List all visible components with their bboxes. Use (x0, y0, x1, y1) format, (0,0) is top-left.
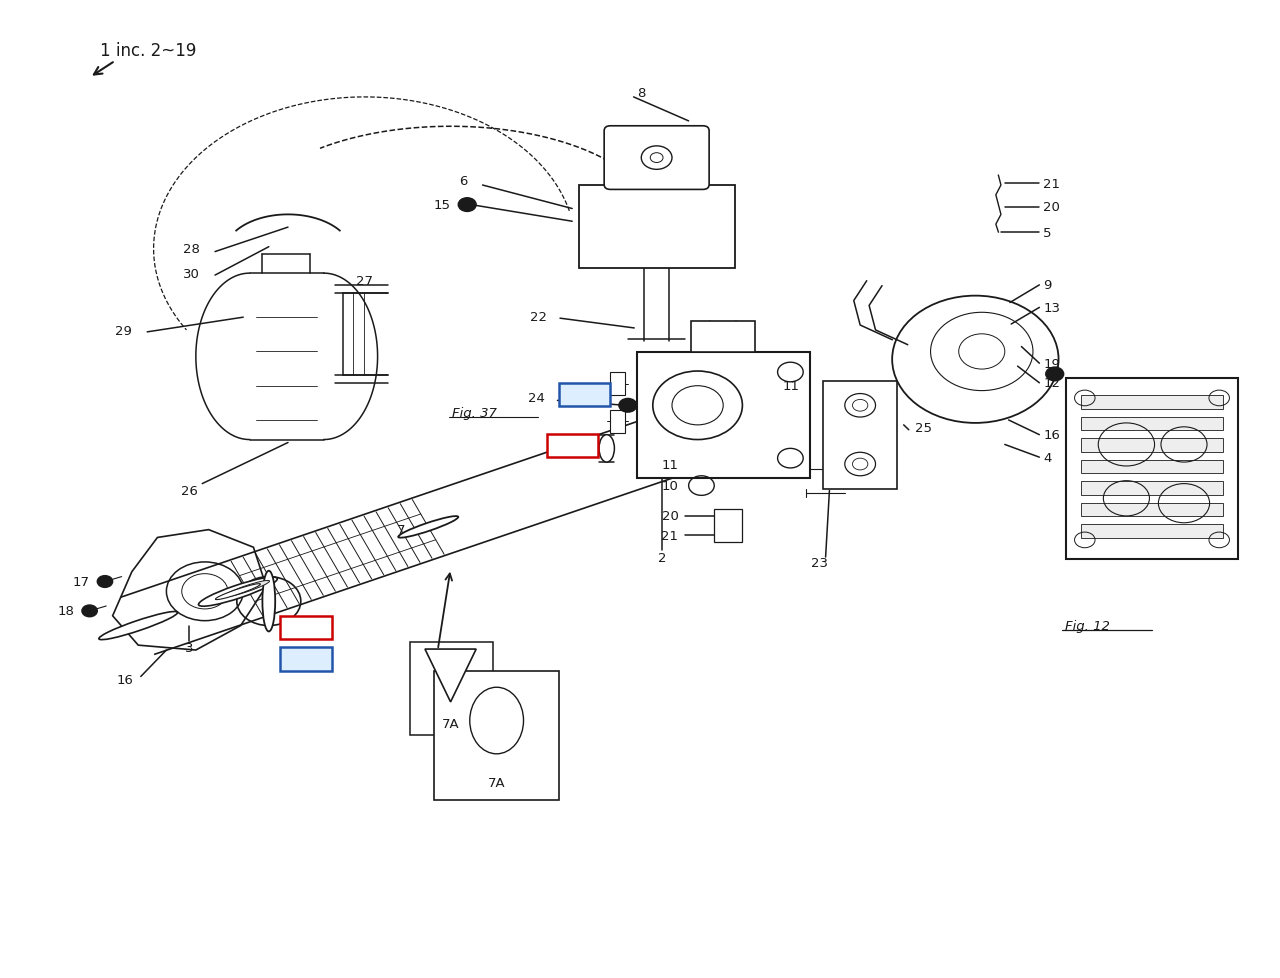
FancyBboxPatch shape (1080, 418, 1224, 430)
FancyBboxPatch shape (1080, 439, 1224, 453)
Text: 14: 14 (576, 388, 593, 402)
FancyBboxPatch shape (604, 127, 709, 190)
Text: 4: 4 (1043, 451, 1052, 465)
FancyBboxPatch shape (579, 186, 735, 268)
Text: 2: 2 (658, 551, 666, 564)
FancyBboxPatch shape (823, 381, 897, 489)
Ellipse shape (599, 435, 614, 463)
Text: 28: 28 (183, 243, 200, 256)
Text: 7B: 7B (563, 439, 581, 453)
Text: 17: 17 (73, 575, 90, 589)
Text: 22: 22 (530, 310, 548, 324)
Text: 25: 25 (915, 422, 932, 435)
Circle shape (618, 399, 637, 413)
Text: 11: 11 (662, 458, 678, 471)
Text: 30: 30 (183, 267, 200, 281)
Circle shape (458, 199, 476, 212)
Text: 7B: 7B (297, 621, 315, 635)
Text: 13: 13 (1043, 301, 1060, 315)
Text: 3: 3 (186, 641, 193, 654)
Text: Fig. 12: Fig. 12 (1065, 619, 1110, 633)
Text: 11: 11 (782, 379, 799, 393)
Text: 12: 12 (1043, 377, 1060, 390)
Text: 1 inc. 2~19: 1 inc. 2~19 (100, 42, 196, 60)
Text: 21: 21 (1043, 177, 1060, 191)
Text: 8: 8 (637, 86, 646, 100)
Text: Fig. 37: Fig. 37 (452, 406, 497, 420)
Text: 10: 10 (662, 479, 678, 493)
Circle shape (97, 576, 113, 588)
Text: 7A: 7A (442, 717, 460, 731)
FancyBboxPatch shape (1080, 524, 1224, 538)
FancyBboxPatch shape (280, 647, 332, 671)
Text: 21: 21 (662, 529, 678, 543)
Text: 6: 6 (458, 174, 467, 188)
FancyBboxPatch shape (1080, 482, 1224, 495)
Ellipse shape (99, 612, 178, 640)
FancyBboxPatch shape (547, 434, 598, 458)
FancyBboxPatch shape (1065, 379, 1239, 559)
Text: 15: 15 (434, 199, 451, 212)
FancyBboxPatch shape (1080, 395, 1224, 409)
Text: 19: 19 (1043, 357, 1060, 371)
Text: 26: 26 (180, 484, 198, 498)
Ellipse shape (262, 571, 275, 632)
FancyBboxPatch shape (1080, 461, 1224, 473)
Text: 24: 24 (527, 391, 544, 405)
Text: 23: 23 (810, 556, 828, 570)
Ellipse shape (215, 584, 260, 600)
Circle shape (1046, 368, 1064, 381)
Text: 20: 20 (1043, 200, 1060, 214)
FancyBboxPatch shape (714, 510, 742, 543)
FancyBboxPatch shape (434, 671, 559, 800)
Text: 29: 29 (115, 325, 132, 338)
FancyBboxPatch shape (1080, 503, 1224, 516)
Text: 14: 14 (297, 652, 315, 666)
Circle shape (82, 605, 97, 617)
Text: 16: 16 (116, 673, 134, 687)
Ellipse shape (224, 581, 270, 597)
Text: 20: 20 (662, 510, 678, 523)
FancyBboxPatch shape (280, 616, 332, 640)
Polygon shape (425, 649, 476, 702)
Text: 7: 7 (397, 523, 406, 537)
FancyBboxPatch shape (691, 322, 755, 353)
FancyBboxPatch shape (609, 373, 625, 396)
FancyBboxPatch shape (609, 410, 625, 433)
Text: 27: 27 (356, 275, 374, 289)
Ellipse shape (198, 577, 278, 606)
Text: 18: 18 (58, 604, 74, 618)
Ellipse shape (470, 688, 524, 754)
Text: 16: 16 (1043, 428, 1060, 442)
FancyBboxPatch shape (558, 383, 609, 407)
FancyBboxPatch shape (637, 353, 809, 478)
Text: 9: 9 (1043, 279, 1052, 292)
Ellipse shape (218, 578, 276, 600)
Ellipse shape (398, 516, 458, 538)
FancyBboxPatch shape (410, 643, 493, 735)
Text: 5: 5 (1043, 226, 1052, 240)
Text: 7A: 7A (488, 776, 506, 789)
